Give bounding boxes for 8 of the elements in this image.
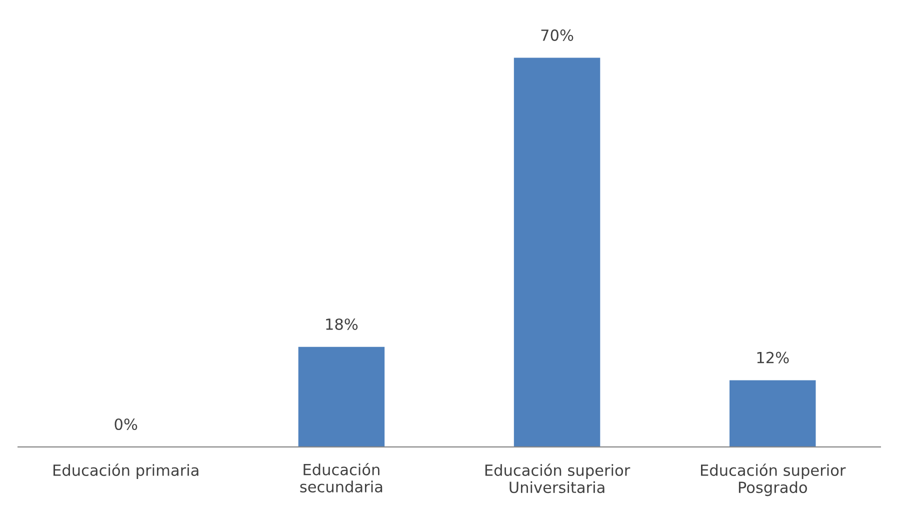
x-tick-label: Educación primaria	[54, 464, 198, 479]
data-label: 12%	[757, 352, 789, 364]
x-tick-label: Educación superior Posgrado	[701, 464, 846, 496]
data-label: 0%	[114, 418, 138, 430]
data-label: 18%	[326, 318, 358, 330]
x-tick-label: Educación superior Universitaria	[485, 464, 630, 494]
data-label: 70%	[541, 29, 574, 41]
x-tick-label: Educación secundaria	[300, 462, 382, 492]
